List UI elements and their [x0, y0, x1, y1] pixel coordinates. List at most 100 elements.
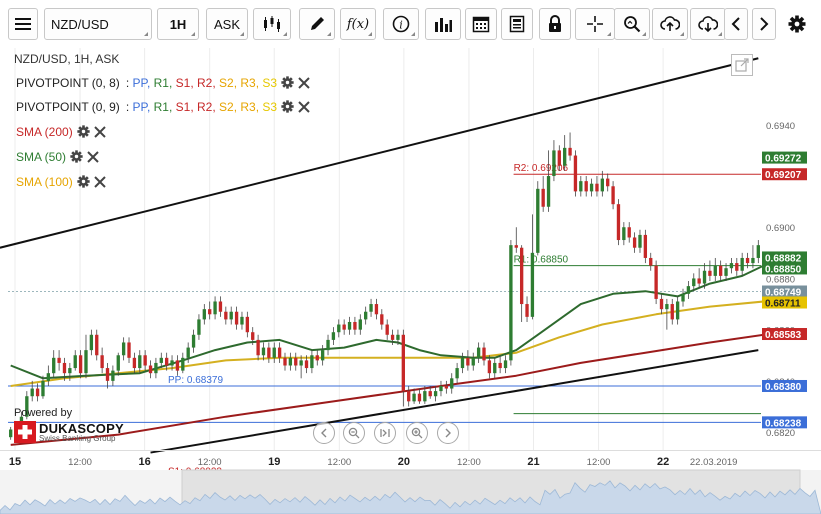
nav-zoom-out-button[interactable] — [343, 422, 365, 444]
candle-body — [643, 234, 648, 258]
timeframe-selector[interactable]: 1H — [157, 8, 199, 40]
candle — [509, 240, 513, 366]
x-tick-label: 12:00 — [198, 457, 222, 468]
price-label-bg — [762, 379, 807, 392]
volume-button[interactable] — [425, 8, 461, 40]
candle-body — [347, 321, 352, 330]
candle-body — [536, 188, 540, 253]
legend-item[interactable]: PIVOTPOINT (0, 8): PP, R1, S1, R2, S2, R… — [16, 76, 310, 92]
candle-body — [170, 360, 174, 366]
gear-icon[interactable] — [281, 76, 294, 92]
candle-body — [138, 355, 142, 369]
candle — [476, 342, 481, 363]
close-icon[interactable] — [87, 150, 99, 166]
gear-icon[interactable] — [77, 125, 90, 141]
candle-body — [159, 357, 163, 363]
close-icon[interactable] — [298, 100, 310, 116]
zoom-button[interactable] — [614, 8, 650, 40]
candle-body — [595, 183, 599, 192]
sma-200-line — [10, 333, 764, 446]
candle — [138, 350, 142, 374]
gear-icon[interactable] — [281, 100, 294, 116]
gear-icon[interactable] — [77, 175, 90, 191]
candle-body — [401, 334, 405, 392]
y-tick-label: 0.6820 — [766, 428, 795, 439]
candle-type-button[interactable] — [253, 8, 291, 40]
candle-body — [498, 362, 502, 369]
candle — [331, 327, 336, 346]
scroll-left-button[interactable] — [724, 8, 748, 40]
candle — [546, 150, 551, 212]
crosshair-button[interactable] — [575, 8, 615, 40]
candle-body — [143, 355, 147, 366]
menu-button[interactable] — [8, 8, 38, 40]
candle — [315, 350, 319, 366]
candle-body — [73, 355, 77, 369]
nav-zoom-in-button[interactable] — [406, 422, 428, 444]
candle-body — [713, 265, 717, 276]
legend-item[interactable]: SMA (50) — [16, 150, 99, 166]
candle — [165, 352, 169, 371]
gear-icon[interactable] — [70, 150, 83, 166]
candle — [224, 306, 228, 325]
candle-body — [95, 334, 99, 356]
legend-label: PIVOTPOINT (0, 8) — [16, 76, 120, 91]
nav-back-button[interactable] — [313, 422, 335, 444]
price-label-bg — [762, 262, 807, 275]
legend-item[interactable]: PIVOTPOINT (0, 9): PP, R1, S1, R2, S2, R… — [16, 100, 310, 116]
candle — [735, 257, 739, 276]
candle-body — [116, 355, 120, 371]
candle-body — [224, 311, 228, 320]
candle-body — [105, 368, 110, 381]
price-label-bg — [762, 168, 807, 181]
symbol-selector[interactable]: NZD/USD — [44, 8, 152, 40]
candle-body — [584, 181, 588, 192]
info-button[interactable]: i — [383, 8, 419, 40]
lock-button[interactable] — [539, 8, 571, 40]
report-button[interactable] — [501, 8, 533, 40]
candle-body — [121, 342, 126, 356]
candle-body — [686, 286, 691, 294]
candle-body — [482, 347, 486, 361]
price-label-text: 0.68711 — [765, 299, 801, 310]
y-tick-label: 0.6880 — [766, 274, 795, 285]
calendar-button[interactable] — [465, 8, 497, 40]
candle — [35, 383, 40, 402]
candle-body — [299, 360, 303, 366]
price-type-selector[interactable]: ASK — [206, 8, 248, 40]
legend-item[interactable]: SMA (100) — [16, 175, 106, 191]
upload-button[interactable] — [652, 8, 688, 40]
sma-100-line — [10, 300, 764, 387]
nav-fit-button[interactable] — [374, 422, 396, 444]
expand-button[interactable] — [731, 54, 753, 76]
close-icon[interactable] — [298, 76, 310, 92]
legend-part: R3, — [240, 100, 263, 115]
draw-button[interactable] — [299, 8, 335, 40]
candle — [30, 380, 34, 402]
function-button[interactable]: f(x) — [340, 8, 376, 40]
candle-body — [503, 360, 508, 369]
candle-body — [380, 314, 384, 325]
candle-body — [358, 319, 362, 330]
candle — [697, 268, 701, 289]
candle-body — [407, 391, 411, 402]
candle-body — [557, 150, 561, 166]
close-icon[interactable] — [93, 175, 106, 191]
candle — [132, 352, 137, 374]
candle — [568, 132, 572, 161]
scroll-right-button[interactable] — [752, 8, 776, 40]
settings-button[interactable] — [783, 8, 811, 40]
candle — [702, 263, 707, 289]
candle-body — [62, 362, 67, 374]
candle — [73, 350, 77, 371]
candle-body — [30, 388, 34, 397]
candle — [487, 355, 492, 379]
download-button[interactable] — [690, 8, 726, 40]
pivot-label: PP: 0.68379 — [168, 375, 223, 386]
candle — [740, 252, 744, 276]
close-icon[interactable] — [93, 125, 106, 141]
legend-item[interactable]: SMA (200) — [16, 125, 106, 141]
nav-forward-button[interactable] — [437, 422, 459, 444]
candle-body — [294, 357, 298, 366]
